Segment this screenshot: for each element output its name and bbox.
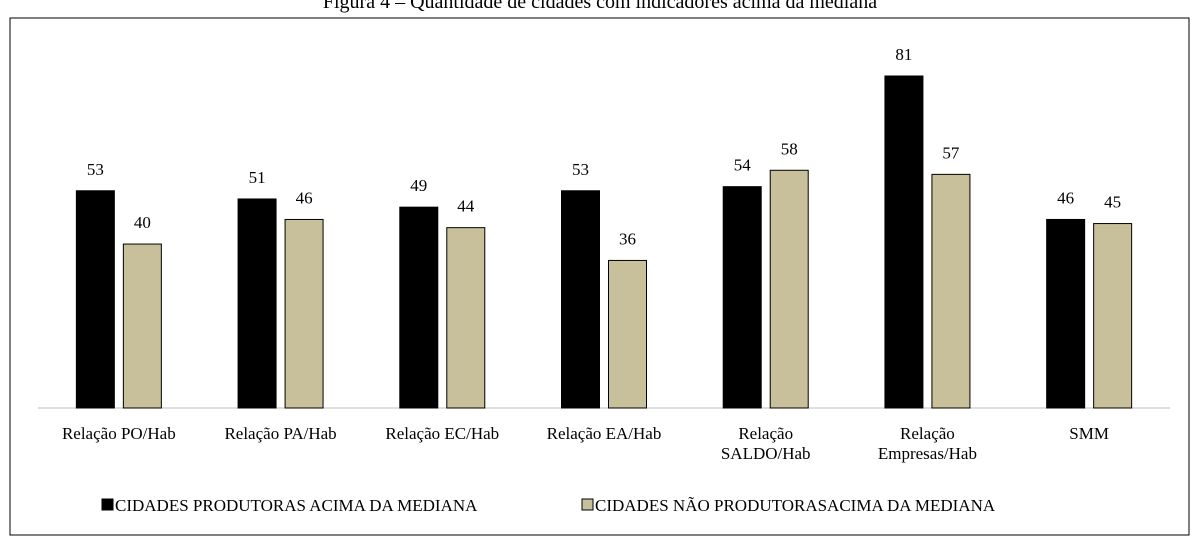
data-label: 46	[1057, 188, 1074, 207]
data-label: 53	[572, 160, 589, 179]
legend-label: CIDADES NÃO PRODUTORASACIMA DA MEDIANA	[595, 496, 996, 515]
bar	[561, 190, 600, 409]
bar	[608, 259, 647, 409]
frame	[9, 17, 1190, 536]
data-label: 53	[87, 160, 104, 179]
x-tick-label: Relação PA/Hab	[224, 424, 337, 443]
x-tick-label: Relação Empresas/Hab	[877, 424, 977, 463]
x-tick-label: Relação PO/Hab	[61, 424, 176, 443]
chart-title: Figura 4 – Quantidade de cidades com ind…	[323, 0, 877, 13]
bar	[769, 169, 809, 409]
bar	[884, 75, 924, 409]
bar	[75, 190, 115, 409]
data-label: 54	[734, 156, 752, 175]
bar	[237, 198, 277, 409]
data-label: 40	[134, 213, 151, 232]
legend-swatch	[581, 498, 594, 511]
data-label: 44	[457, 197, 475, 216]
bar	[722, 186, 762, 409]
bar	[446, 227, 486, 409]
x-tick-label: Relação EC/Hab	[385, 424, 500, 443]
data-label: 49	[410, 176, 427, 195]
data-label: 46	[296, 188, 313, 207]
data-label: 36	[619, 229, 636, 248]
bar	[399, 206, 439, 409]
data-label: 58	[781, 139, 798, 158]
x-tick-label: SMM	[1069, 424, 1109, 443]
data-label: 45	[1104, 193, 1121, 212]
data-label: 51	[249, 168, 266, 187]
bar	[1046, 218, 1086, 409]
data-label: 57	[942, 143, 960, 162]
bar	[122, 243, 162, 409]
bar	[284, 218, 324, 409]
x-tick-label: Relação EA/Hab	[546, 424, 662, 443]
x-tick-label: Relação SALDO/Hab	[720, 424, 811, 463]
legend-label: CIDADES PRODUTORAS ACIMA DA MEDIANA	[115, 496, 478, 515]
data-label: 81	[895, 45, 912, 64]
legend-swatch	[101, 498, 114, 511]
bar	[1093, 223, 1133, 409]
bar	[931, 173, 971, 409]
